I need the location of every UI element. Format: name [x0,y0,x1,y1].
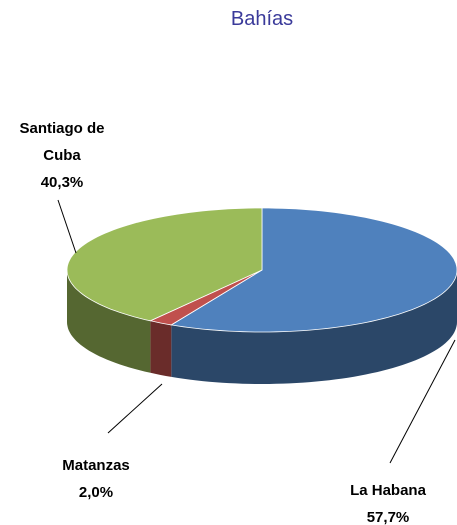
value-label: 40,3% [40,174,84,191]
leader-line [57,199,77,254]
category-label: Matanzas [62,457,130,474]
leader-line [107,383,163,434]
slice-label: Santiago de Cuba 40,3% [12,115,112,196]
slice [170,207,457,333]
slice [66,207,263,322]
pie-sides [67,270,457,384]
category-label: Santiago de Cuba [19,120,105,164]
slice-label: La Habana 57,7% [328,477,448,525]
slice-label: Matanzas 2,0% [36,452,156,506]
pie-tops [66,207,457,333]
value-label: 2,0% [78,484,114,501]
slice-side [67,270,151,373]
category-label: La Habana [350,482,426,499]
slice-side [171,270,457,384]
value-label: 57,7% [366,509,410,525]
leader-line [389,339,456,464]
slice-side [150,320,172,377]
chart-title: Bahías [230,8,294,30]
